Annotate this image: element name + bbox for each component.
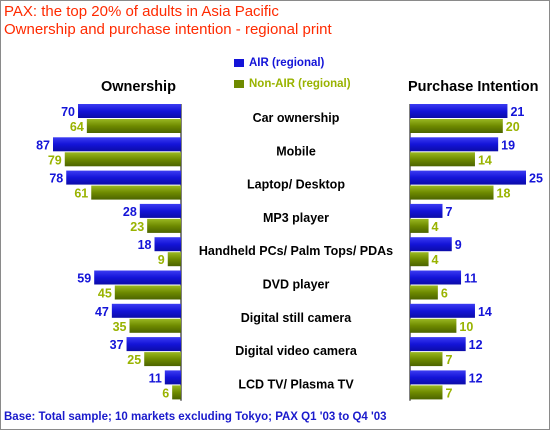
value-label-purchase-intention-nonair-digital-video-camera: 7 [445,353,452,367]
bar-purchase-intention-nonair-handheld-pcs-palm-tops-pdas [410,252,429,267]
value-label-ownership-air-car-ownership: 70 [61,105,75,119]
bar-purchase-intention-nonair-car-ownership [410,119,503,133]
bar-ownership-air-digital-still-camera [111,303,181,318]
value-label-ownership-nonair-laptop-desktop: 61 [74,187,88,201]
value-label-purchase-intention-air-mobile: 19 [501,138,515,152]
value-label-ownership-nonair-mp3-player: 23 [130,220,144,234]
category-label-lcd-tv-plasma-tv: LCD TV/ Plasma TV [238,377,354,391]
value-label-purchase-intention-nonair-handheld-pcs-palm-tops-pdas: 4 [432,253,439,267]
value-label-purchase-intention-nonair-mp3-player: 4 [432,220,439,234]
bar-purchase-intention-air-digital-still-camera [410,303,475,318]
bar-purchase-intention-air-mobile [410,137,499,152]
category-label-dvd-player: DVD player [263,278,330,292]
bar-purchase-intention-nonair-lcd-tv-plasma-tv [410,385,443,400]
value-label-ownership-air-handheld-pcs-palm-tops-pdas: 18 [138,238,152,252]
bar-ownership-air-laptop-desktop [66,170,181,185]
category-label-car-ownership: Car ownership [253,111,340,125]
bar-ownership-air-lcd-tv-plasma-tv [164,370,181,385]
bar-ownership-air-digital-video-camera [126,337,181,352]
value-label-purchase-intention-nonair-digital-still-camera: 10 [459,320,473,334]
bar-purchase-intention-air-handheld-pcs-palm-tops-pdas [410,237,452,252]
value-label-purchase-intention-air-laptop-desktop: 25 [529,172,543,186]
bar-ownership-air-dvd-player [94,270,181,285]
value-label-purchase-intention-nonair-dvd-player: 6 [441,287,448,301]
value-label-purchase-intention-nonair-car-ownership: 20 [506,120,520,134]
legend-label-air: AIR (regional) [249,57,325,69]
legend-swatch-air [234,59,244,67]
bar-purchase-intention-air-laptop-desktop [410,170,526,185]
category-label-digital-still-camera: Digital still camera [241,311,353,325]
value-label-ownership-nonair-handheld-pcs-palm-tops-pdas: 9 [158,253,165,267]
bar-ownership-nonair-digital-video-camera [144,352,181,367]
bar-purchase-intention-nonair-dvd-player [410,285,438,300]
value-label-ownership-air-dvd-player: 59 [77,272,91,286]
value-label-ownership-air-mobile: 87 [36,138,50,152]
value-label-ownership-nonair-car-ownership: 64 [70,120,84,134]
value-label-purchase-intention-air-mp3-player: 7 [445,205,452,219]
legend-item-air: AIR (regional) [234,56,324,70]
value-label-ownership-nonair-dvd-player: 45 [98,287,112,301]
category-label-mobile: Mobile [276,144,316,158]
purchase-intention-panel-title: Purchase Intention [408,79,539,95]
chart-title: PAX: the top 20% of adults in Asia Pacif… [4,3,279,20]
bar-ownership-nonair-mp3-player [147,218,181,233]
value-label-ownership-nonair-digital-video-camera: 25 [127,353,141,367]
value-label-ownership-air-laptop-desktop: 78 [49,172,63,186]
bar-purchase-intention-nonair-digital-still-camera [410,318,457,333]
category-label-digital-video-camera: Digital video camera [235,344,358,358]
value-label-ownership-air-digital-still-camera: 47 [95,305,109,319]
value-label-ownership-nonair-mobile: 79 [48,153,62,167]
footnote: Base: Total sample; 10 markets excluding… [4,411,387,423]
value-label-purchase-intention-nonair-laptop-desktop: 18 [497,187,511,201]
bar-purchase-intention-nonair-mobile [410,152,475,167]
category-label-mp3-player: MP3 player [263,211,329,225]
category-label-handheld-pcs-palm-tops-pdas: Handheld PCs/ Palm Tops/ PDAs [199,244,393,258]
bar-purchase-intention-air-digital-video-camera [410,337,466,352]
bar-ownership-nonair-dvd-player [114,285,181,300]
bar-ownership-nonair-car-ownership [86,119,181,133]
bar-purchase-intention-nonair-digital-video-camera [410,352,443,367]
value-label-purchase-intention-air-dvd-player: 11 [464,272,477,286]
bar-ownership-nonair-handheld-pcs-palm-tops-pdas [167,252,181,267]
value-label-purchase-intention-air-lcd-tv-plasma-tv: 12 [469,371,483,385]
value-label-ownership-nonair-lcd-tv-plasma-tv: 6 [162,386,169,400]
bar-purchase-intention-air-dvd-player [410,270,462,285]
bar-ownership-nonair-laptop-desktop [91,185,181,200]
bar-purchase-intention-nonair-laptop-desktop [410,185,494,200]
bar-ownership-nonair-lcd-tv-plasma-tv [172,385,181,400]
value-label-ownership-air-lcd-tv-plasma-tv: 11 [149,371,162,385]
legend-item-nonair: Non-AIR (regional) [234,77,351,91]
bar-purchase-intention-air-mp3-player [410,203,443,218]
value-label-purchase-intention-nonair-lcd-tv-plasma-tv: 7 [445,386,452,400]
value-label-purchase-intention-nonair-mobile: 14 [478,153,492,167]
bar-purchase-intention-nonair-mp3-player [410,218,429,233]
value-label-ownership-air-digital-video-camera: 37 [110,338,124,352]
bar-ownership-air-handheld-pcs-palm-tops-pdas [154,237,181,252]
value-label-purchase-intention-air-digital-still-camera: 14 [478,305,492,319]
value-label-purchase-intention-air-car-ownership: 21 [510,105,524,119]
bar-ownership-air-mobile [53,137,181,152]
bar-ownership-nonair-digital-still-camera [129,318,181,333]
bar-purchase-intention-air-car-ownership [410,104,508,118]
ownership-panel-title: Ownership [101,79,176,95]
bar-ownership-nonair-mobile [64,152,181,167]
value-label-ownership-air-mp3-player: 28 [123,205,137,219]
value-label-ownership-nonair-digital-still-camera: 35 [113,320,127,334]
bar-purchase-intention-air-lcd-tv-plasma-tv [410,370,466,385]
category-label-laptop-desktop: Laptop/ Desktop [247,178,345,192]
legend-swatch-nonair [234,80,244,88]
bar-ownership-air-mp3-player [139,203,181,218]
legend-label-nonair: Non-AIR (regional) [249,78,351,90]
value-label-purchase-intention-air-handheld-pcs-palm-tops-pdas: 9 [455,238,462,252]
chart-subtitle: Ownership and purchase intention - regio… [4,21,332,38]
value-label-purchase-intention-air-digital-video-camera: 12 [469,338,483,352]
bar-ownership-air-car-ownership [78,104,181,118]
